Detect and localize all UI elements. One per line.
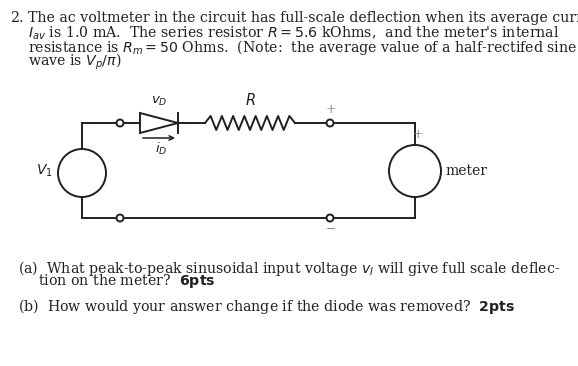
Text: $R$: $R$ — [244, 92, 255, 108]
Text: 2.: 2. — [10, 11, 24, 25]
Text: wave is $V_p/\pi$): wave is $V_p/\pi$) — [28, 52, 121, 72]
Text: +: + — [413, 128, 423, 141]
Circle shape — [389, 145, 441, 197]
Circle shape — [117, 214, 124, 221]
Text: +: + — [325, 103, 336, 116]
Circle shape — [327, 120, 334, 127]
Text: $-$: $-$ — [325, 222, 336, 235]
Text: meter: meter — [445, 164, 487, 178]
Circle shape — [117, 120, 124, 127]
Text: resistance is $R_m = 50$ Ohms.  (Note:  the average value of a half-rectifed sin: resistance is $R_m = 50$ Ohms. (Note: th… — [28, 38, 577, 57]
Circle shape — [327, 214, 334, 221]
Text: +: + — [76, 156, 88, 170]
Text: (b)  How would your answer change if the diode was removed?  $\mathbf{2pts}$: (b) How would your answer change if the … — [18, 297, 516, 316]
Text: $v_D$: $v_D$ — [151, 95, 167, 108]
Text: $i_D$: $i_D$ — [155, 141, 167, 157]
Text: (a)  What peak-to-peak sinusoidal input voltage $v_I$ will give full scale defle: (a) What peak-to-peak sinusoidal input v… — [18, 259, 560, 278]
Text: tion on the meter?  $\mathbf{6pts}$: tion on the meter? $\mathbf{6pts}$ — [38, 273, 216, 291]
Circle shape — [58, 149, 106, 197]
Text: The ac voltmeter in the circuit has full-scale deflection when its average curre: The ac voltmeter in the circuit has full… — [28, 11, 578, 25]
Text: $I_{av}$ is 1.0 mA.  The series resistor $R = 5.6$ kOhms,  and the meter's inter: $I_{av}$ is 1.0 mA. The series resistor … — [28, 25, 560, 42]
Text: $V_1$: $V_1$ — [36, 163, 53, 179]
Text: $-$: $-$ — [76, 176, 88, 190]
